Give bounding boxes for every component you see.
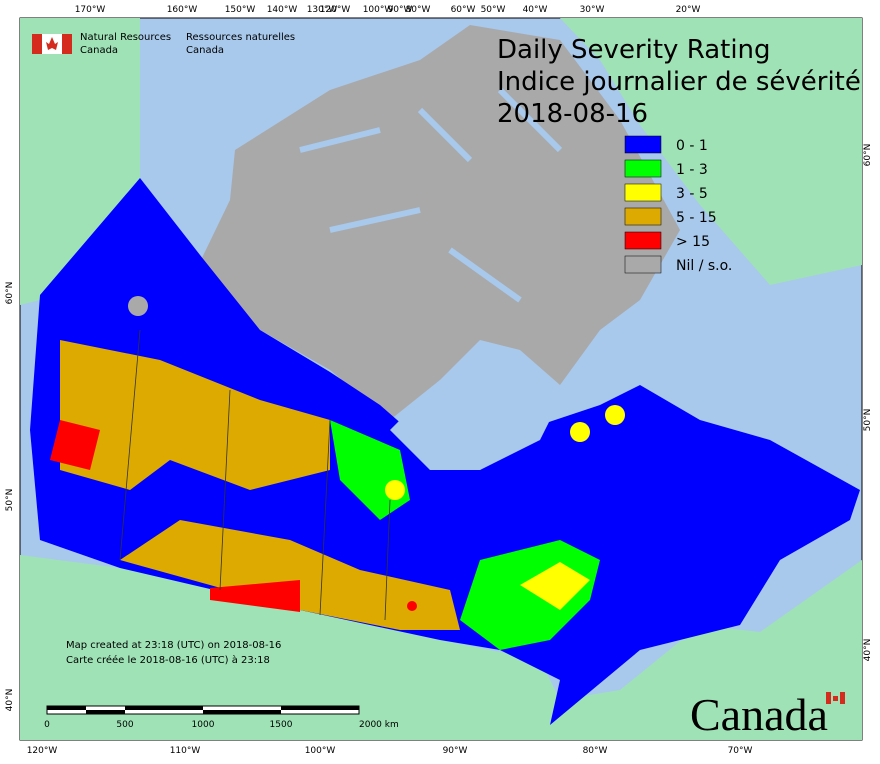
scale-label: 0 (44, 720, 50, 730)
top-label: 120°W (320, 5, 351, 15)
top-label: 150°W (225, 5, 256, 15)
top-label: 20°W (676, 5, 701, 15)
legend-label: > 15 (676, 234, 710, 250)
province-borders (119, 329, 391, 621)
top-label: 130°W (307, 5, 338, 15)
scale-segment (203, 710, 281, 714)
scale-label: 2000 km (359, 720, 399, 730)
flag-bar (826, 692, 831, 704)
dept-en: Natural Resources (80, 32, 171, 43)
right-label: 50°N (863, 409, 873, 432)
legend-swatch (624, 159, 662, 178)
maple-leaf (46, 37, 58, 50)
class-gt-15 (407, 601, 417, 611)
dept-fr: Canada (186, 45, 224, 56)
maple-leaf (833, 696, 838, 701)
nil-patch (128, 296, 148, 316)
bottom-label: 110°W (170, 746, 201, 756)
greenland (560, 18, 862, 285)
class-5-15 (60, 340, 330, 490)
legend-label: 0 - 1 (676, 138, 708, 154)
scale-labels: 0 500 1000 1500 2000 km (44, 720, 399, 730)
top-label: 160°W (167, 5, 198, 15)
wordmark: Canada (690, 689, 828, 740)
class-gt-15 (210, 580, 300, 612)
scale-segment (125, 706, 203, 710)
arctic-channels (299, 87, 563, 303)
flag-bar (32, 34, 42, 54)
scale-segment (86, 710, 125, 714)
legend-label: 1 - 3 (676, 162, 708, 178)
legend-swatch (624, 231, 662, 250)
left-label: 50°N (5, 489, 15, 512)
legend-swatch (624, 207, 662, 226)
class-3-5 (605, 405, 625, 425)
scale-segment (281, 706, 359, 710)
bottom-label: 90°W (443, 746, 468, 756)
bottom-label: 100°W (305, 746, 336, 756)
dept-fr: Ressources naturelles (186, 32, 295, 43)
footnote: Carte créée le 2018-08-16 (UTC) à 23:18 (66, 654, 270, 666)
scale-segment (47, 706, 86, 710)
class-gt-15 (50, 420, 100, 470)
class-3-5 (520, 562, 590, 610)
title: Daily Severity Rating (497, 35, 771, 65)
bottom-label: 80°W (583, 746, 608, 756)
left-label: 40°N (5, 689, 15, 712)
scale-bar (46, 705, 360, 715)
scale-label: 1000 (192, 720, 215, 730)
right-label: 60°N (863, 144, 873, 167)
land (20, 18, 862, 740)
top-label: 30°W (580, 5, 605, 15)
top-label: 60°W (451, 5, 476, 15)
left-label: 60°N (5, 282, 15, 305)
top-label: 90°W (388, 5, 413, 15)
legend-label: 3 - 5 (676, 186, 708, 202)
bottom-label: 120°W (27, 746, 58, 756)
alaska (20, 18, 140, 305)
title-date: 2018-08-16 (497, 99, 648, 129)
scale-label: 500 (116, 720, 133, 730)
legend-swatch (624, 135, 662, 154)
top-label: 50°W (481, 5, 506, 15)
legend-swatch (624, 183, 662, 202)
flag-bar (840, 692, 845, 704)
canada-wordmark: Canada (690, 689, 845, 740)
class-5-15 (120, 520, 460, 630)
legend-label: Nil / s.o. (676, 258, 732, 274)
top-label: 40°W (523, 5, 548, 15)
nrcan-signature: Natural Resources Canada Ressources natu… (32, 32, 295, 56)
class-3-5 (385, 480, 405, 500)
hudson-bay (390, 372, 560, 470)
title: Indice journalier de sévérité (497, 67, 861, 97)
flag-bar (62, 34, 72, 54)
bottom-label: 70°W (728, 746, 753, 756)
top-label: 170°W (75, 5, 106, 15)
footnote: Map created at 23:18 (UTC) on 2018-08-16 (66, 640, 281, 651)
top-label: 80°W (406, 5, 431, 15)
legend-swatch (624, 255, 662, 274)
dept-en: Canada (80, 45, 118, 56)
top-label: 100°W (363, 5, 394, 15)
scale-label: 1500 (270, 720, 293, 730)
class-3-5 (570, 422, 590, 442)
top-label: 140°W (267, 5, 298, 15)
legend-label: 5 - 15 (676, 210, 717, 226)
arctic-islands (200, 25, 680, 420)
right-label: 40°N (863, 639, 873, 662)
legend: 0 - 1 1 - 3 3 - 5 5 - 15 > 15 Nil / s.o. (624, 135, 732, 274)
